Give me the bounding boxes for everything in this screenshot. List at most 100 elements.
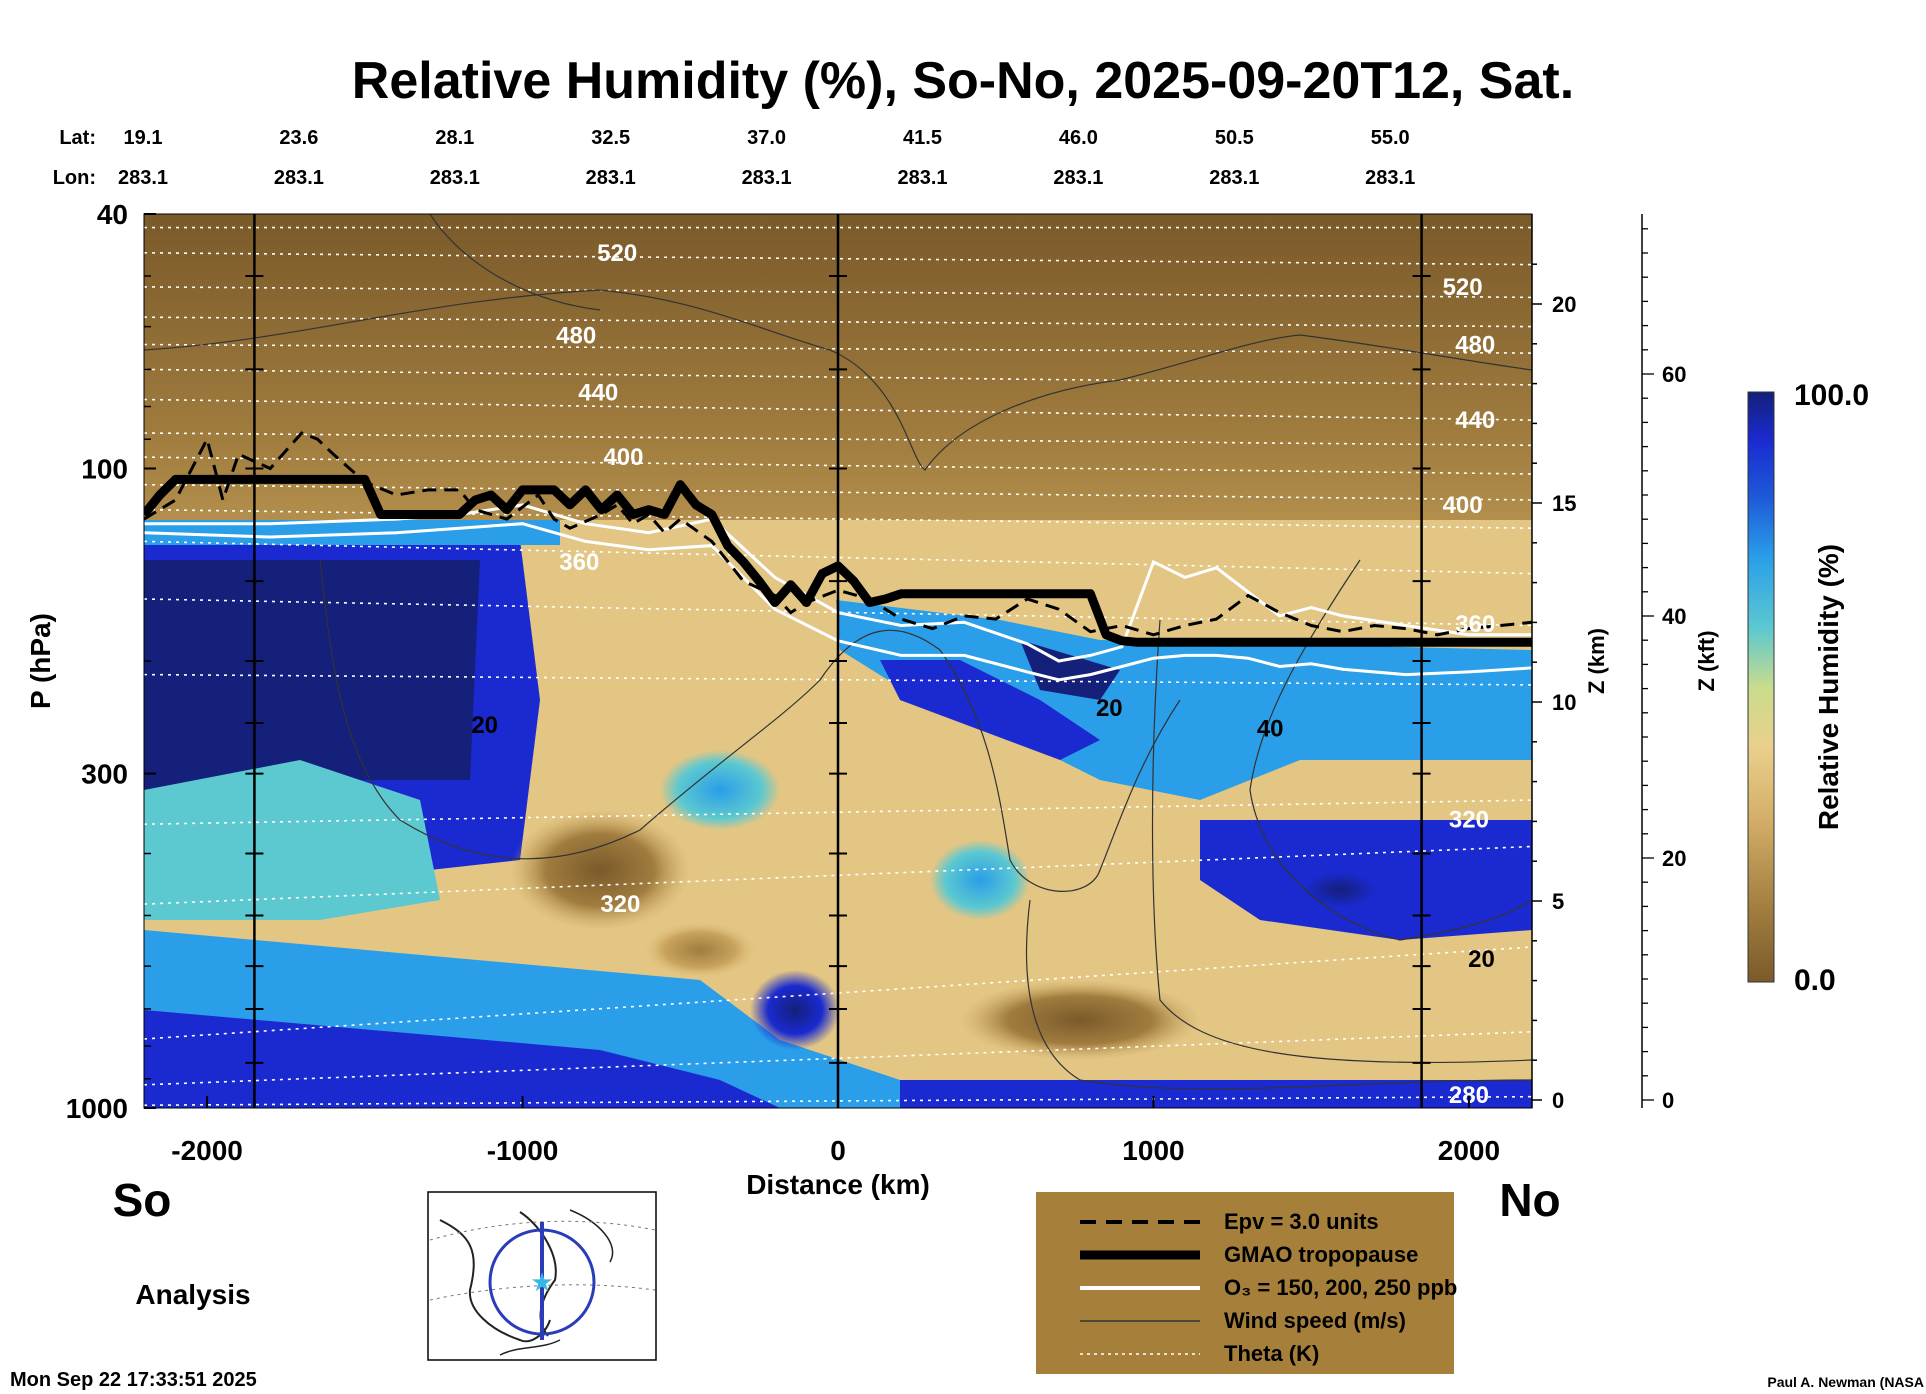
- colorbar-max-label: 100.0: [1794, 379, 1869, 412]
- lon-value: 283.1: [274, 167, 324, 189]
- lon-value: 283.1: [118, 167, 168, 189]
- theta-label: 520: [597, 240, 637, 267]
- x-axis-title: Distance (km): [746, 1169, 930, 1200]
- lat-label: Lat:: [59, 127, 96, 149]
- lat-value: 28.1: [435, 127, 474, 149]
- p-axis: 40 100 300 1000: [66, 199, 156, 1124]
- analysis-label: Analysis: [135, 1279, 250, 1310]
- z-kft-tick-label: 60: [1662, 362, 1686, 387]
- author-credit: Paul A. Newman (NASA: [1767, 1374, 1924, 1390]
- lon-value: 283.1: [1365, 167, 1415, 189]
- gmao-tropopause-line: [144, 474, 1532, 647]
- p-tick-label: 300: [81, 759, 128, 790]
- legend-ozone-label: O₃ = 150, 200, 250 ppb: [1224, 1275, 1457, 1300]
- z-km-axis: 0 5 10 15 20: [1531, 214, 1576, 1113]
- wind-contour-line: [144, 289, 1532, 471]
- locator-graticule: [429, 1220, 656, 1301]
- z-kft-axis-title: Z (kft): [1694, 630, 1719, 691]
- tropopause-moist-band: [144, 520, 560, 545]
- lat-value: 41.5: [903, 127, 942, 149]
- wind-contour-line: [319, 559, 1181, 892]
- ozone-150-line: [144, 503, 1532, 663]
- moist-blob-lowmid: [750, 970, 840, 1050]
- lat-value: 23.6: [279, 127, 318, 149]
- x-tick-label: 0: [830, 1135, 846, 1166]
- lat-value: 46.0: [1059, 127, 1098, 149]
- moist-blob-north-low: [1280, 860, 1400, 920]
- locator-coastline-west: [439, 1219, 551, 1343]
- z-kft-tick-label: 0: [1662, 1088, 1674, 1113]
- tropopause-line: [144, 474, 1532, 647]
- wind-contour-line: [1025, 899, 1532, 1090]
- lat-lon-header: Lat: Lon: 19.1 23.6 28.1 32.5 37.0 41.5 46.0 50…: [53, 127, 1416, 189]
- moist-blob-north-mid: [930, 840, 1030, 920]
- lat-value: 19.1: [124, 127, 163, 149]
- colorbar: 100.0 0.0 Relative Humidity (%): [1747, 379, 1869, 997]
- theta-label: 480: [556, 323, 596, 350]
- render-timestamp: Mon Sep 22 17:33:51 2025: [10, 1369, 257, 1391]
- theta-label: 400: [603, 444, 643, 471]
- legend-theta-label: Theta (K): [1224, 1341, 1319, 1366]
- z-km-tick-label: 15: [1552, 491, 1576, 516]
- lon-value: 283.1: [1053, 167, 1103, 189]
- wind-label: 20: [1468, 946, 1495, 973]
- x-tick-label: -2000: [171, 1135, 243, 1166]
- locator-center-star-icon: ★: [530, 1267, 553, 1297]
- theta-label: 320: [1449, 807, 1489, 834]
- z-kft-axis: 0 20 40 60: [1641, 214, 1686, 1113]
- lon-value: 283.1: [742, 167, 792, 189]
- lat-value: 55.0: [1371, 127, 1410, 149]
- locator-map: ★: [427, 1191, 657, 1361]
- dry-blob-lower: [640, 920, 760, 980]
- wind-contour-line: [1249, 559, 1532, 941]
- section-markers: [245, 214, 1431, 1108]
- lat-value: 37.0: [747, 127, 786, 149]
- legend-background: [1036, 1192, 1454, 1374]
- z-kft-tick-label: 40: [1662, 604, 1686, 629]
- saturated-core-south: [144, 560, 480, 820]
- legend-wind-label: Wind speed (m/s): [1224, 1308, 1406, 1333]
- legend-epv-label: Epv = 3.0 units: [1224, 1209, 1379, 1234]
- x-tick-label: -1000: [487, 1135, 559, 1166]
- x-tick-label: 1000: [1122, 1135, 1184, 1166]
- moist-region-mid-south: [144, 760, 440, 920]
- theta-label: 520: [1443, 274, 1483, 301]
- wind-label: 40: [1257, 715, 1284, 742]
- z-km-axis-title: Z (km): [1584, 628, 1609, 694]
- locator-coastline-ne: [569, 1209, 614, 1263]
- z-km-tick-label: 0: [1552, 1088, 1564, 1113]
- p-tick-label: 40: [97, 199, 128, 230]
- boundary-layer-saturated: [144, 1010, 780, 1108]
- theta-label: 400: [1443, 492, 1483, 519]
- lon-value: 283.1: [430, 167, 480, 189]
- z-km-tick-label: 10: [1552, 690, 1576, 715]
- theta-label: 440: [1455, 407, 1495, 434]
- theta-label: 320: [600, 891, 640, 918]
- wind-label: 20: [1096, 695, 1123, 722]
- dry-blob-north-low: [960, 980, 1200, 1060]
- lat-value: 32.5: [591, 127, 630, 149]
- theta-label: 360: [559, 549, 599, 576]
- wind-speed-contours: [144, 214, 1532, 1090]
- wind-labels: 20 20 40 20: [471, 695, 1495, 973]
- wind-contour-line: [429, 214, 601, 311]
- colorbar-min-label: 0.0: [1794, 964, 1836, 997]
- locator-islands: [499, 1339, 561, 1356]
- wind-contour-line: [1151, 619, 1532, 1064]
- ozone-contours: [144, 503, 1532, 682]
- north-end-label: No: [1499, 1174, 1560, 1226]
- lat-value: 50.5: [1215, 127, 1254, 149]
- p-tick-label: 1000: [66, 1093, 128, 1124]
- lon-value: 283.1: [586, 167, 636, 189]
- wind-label: 20: [471, 712, 498, 739]
- colorbar-gradient: [1747, 391, 1775, 983]
- theta-label: 360: [1455, 611, 1495, 638]
- surface-layer-north: [900, 1080, 1532, 1108]
- x-axis: -2000 -1000 0 1000 2000: [171, 1096, 1500, 1166]
- chart-title: Relative Humidity (%), So-No, 2025-09-20…: [352, 52, 1574, 110]
- lon-value: 283.1: [1209, 167, 1259, 189]
- z-kft-tick-label: 20: [1662, 846, 1686, 871]
- z-km-tick-label: 5: [1552, 889, 1564, 914]
